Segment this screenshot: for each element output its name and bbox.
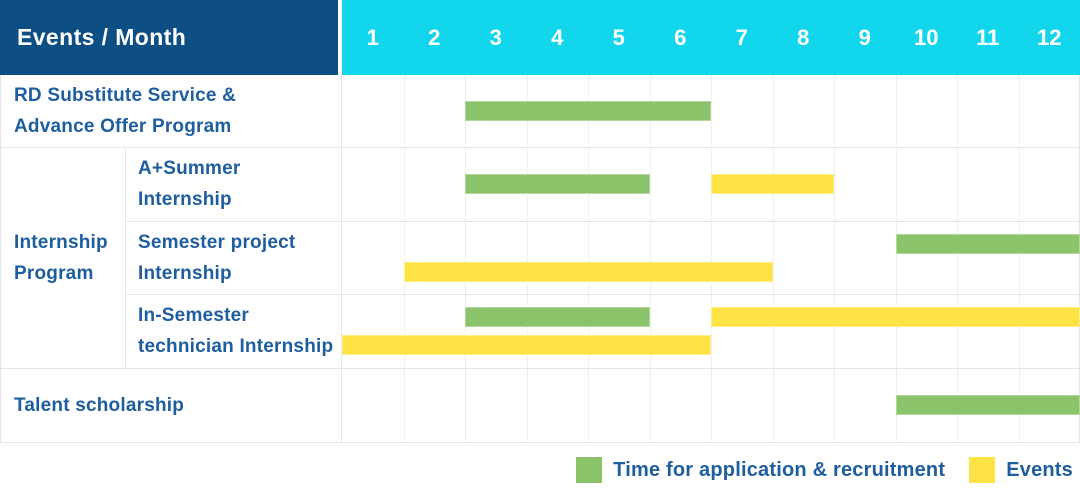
row-label-line: Semester project bbox=[138, 231, 296, 253]
legend-item-events: Events bbox=[969, 457, 1073, 483]
month-gridline bbox=[403, 75, 405, 442]
legend-swatch-application bbox=[576, 457, 603, 483]
month-gridline bbox=[649, 75, 651, 442]
month-gridline bbox=[711, 75, 712, 442]
table-corner-header: Events / Month bbox=[0, 0, 338, 75]
row-label-a-plus-summer-internship: A+Summer Internship bbox=[125, 147, 341, 221]
month-label: 8 bbox=[797, 24, 810, 50]
month-gridline bbox=[895, 75, 897, 442]
gantt-bar-application-talent-scholarship bbox=[895, 395, 1080, 415]
gantt-bar-event-a-plus-summer-internship bbox=[711, 174, 834, 194]
month-gridline bbox=[834, 75, 835, 442]
month-label: 2 bbox=[428, 24, 441, 50]
row-label-line: Talent scholarship bbox=[14, 394, 185, 416]
row-separator bbox=[0, 442, 1080, 443]
row-label-line: Advance Offer Program bbox=[14, 116, 232, 137]
table-left-border bbox=[0, 75, 1, 442]
group-label-line: Internship bbox=[14, 231, 108, 253]
row-label-in-semester-technician-internship: In-Semester technician Internship bbox=[125, 294, 341, 368]
group-label-line: Program bbox=[14, 262, 94, 284]
gantt-bar-event-in-semester-technician-internship bbox=[711, 307, 1080, 327]
gantt-bar-event-in-semester-technician-internship bbox=[342, 335, 711, 355]
month-header-band bbox=[342, 0, 1080, 75]
row-label-line: RD Substitute Service & bbox=[14, 85, 237, 106]
group-label-internship-program: Internship Program bbox=[0, 147, 125, 368]
month-gridline bbox=[957, 75, 958, 442]
month-label: 9 bbox=[858, 24, 871, 50]
row-separator bbox=[125, 221, 1080, 222]
row-label-line: Internship bbox=[138, 262, 232, 284]
row-label-semester-project-internship: Semester project Internship bbox=[125, 221, 341, 294]
row-label-line: technician Internship bbox=[138, 336, 334, 357]
row-separator bbox=[0, 147, 1080, 148]
corner-header-label: Events / Month bbox=[17, 24, 187, 50]
legend-item-application: Time for application & recruitment bbox=[576, 457, 945, 483]
month-gridline bbox=[1018, 75, 1020, 442]
month-label: 3 bbox=[489, 24, 502, 50]
month-label: 5 bbox=[612, 24, 625, 50]
row-label-talent-scholarship: Talent scholarship bbox=[0, 368, 341, 442]
month-label: 7 bbox=[735, 24, 748, 50]
group-column-divider bbox=[125, 147, 126, 368]
month-gridline bbox=[588, 75, 589, 442]
row-separator bbox=[0, 368, 1080, 369]
month-gridline bbox=[465, 75, 466, 442]
label-column-divider bbox=[341, 75, 342, 442]
gantt-bar-event-semester-project-internship bbox=[403, 262, 773, 282]
legend-swatch-events bbox=[969, 457, 996, 483]
gantt-bar-application-a-plus-summer-internship bbox=[465, 174, 650, 194]
month-gridline bbox=[526, 75, 528, 442]
gantt-bar-application-semester-project-internship bbox=[895, 234, 1080, 254]
month-label: 11 bbox=[976, 24, 1000, 50]
row-label-line: A+Summer bbox=[138, 158, 241, 179]
gantt-bar-application-rd-substitute-service bbox=[465, 101, 711, 121]
row-label-line: Internship bbox=[138, 189, 232, 210]
month-label: 12 bbox=[1037, 24, 1062, 50]
month-gridline bbox=[772, 75, 774, 442]
row-label-rd-substitute-service: RD Substitute Service & Advance Offer Pro… bbox=[0, 75, 341, 147]
month-label: 6 bbox=[674, 24, 687, 50]
row-separator bbox=[125, 294, 1080, 295]
month-label: 10 bbox=[914, 24, 939, 50]
legend-label-events: Events bbox=[1006, 458, 1073, 481]
month-label: 1 bbox=[366, 24, 379, 50]
month-label: 4 bbox=[551, 24, 564, 50]
legend-label-application: Time for application & recruitment bbox=[613, 458, 946, 481]
row-label-line: In-Semester bbox=[138, 305, 249, 326]
gantt-bar-application-in-semester-technician-internship bbox=[465, 307, 650, 327]
legend: Time for application & recruitment Event… bbox=[576, 453, 1073, 487]
